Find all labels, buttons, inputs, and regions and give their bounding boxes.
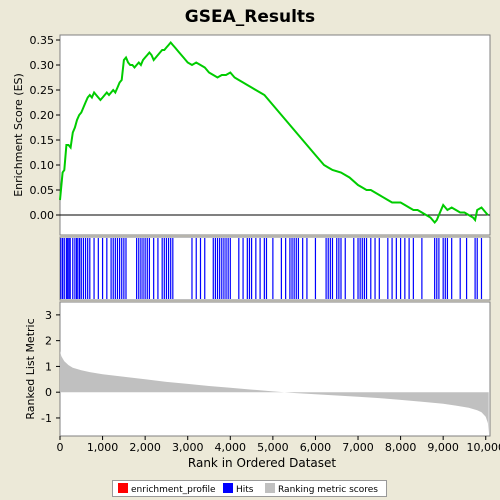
x-tick-label: 5,000 bbox=[257, 441, 289, 454]
legend-swatch-hits bbox=[223, 483, 233, 493]
x-tick-label: 6,000 bbox=[300, 441, 332, 454]
legend-item-enrichment: enrichment_profile bbox=[118, 483, 216, 495]
es-y-axis-label: Enrichment Score (ES) bbox=[12, 73, 25, 197]
hits-plot-area bbox=[59, 236, 491, 301]
metric-y-tick-label: -1 bbox=[41, 412, 52, 425]
x-tick-label: 4,000 bbox=[215, 441, 247, 454]
enrichment-plot-area bbox=[59, 34, 491, 236]
x-tick-label: 3,000 bbox=[172, 441, 204, 454]
es-y-tick-label: 0.35 bbox=[30, 34, 55, 47]
x-tick-label: 8,000 bbox=[385, 441, 417, 454]
legend-label-hits: Hits bbox=[236, 485, 254, 495]
chart-title: GSEA_Results bbox=[185, 7, 315, 27]
x-tick-label: 10,000 bbox=[466, 441, 500, 454]
legend-swatch-enrichment bbox=[118, 483, 128, 493]
metric-y-tick-label: 3 bbox=[45, 309, 52, 322]
es-y-tick-label: 0.05 bbox=[30, 184, 55, 197]
es-y-tick-label: 0.20 bbox=[30, 109, 55, 122]
legend-label-enrichment: enrichment_profile bbox=[131, 485, 216, 495]
metric-y-axis-label: Ranked List Metric bbox=[24, 318, 37, 419]
legend: enrichment_profile Hits Ranking metric s… bbox=[112, 480, 387, 497]
hit-marks bbox=[60, 238, 483, 299]
metric-y-axis: -1 0 1 2 3 bbox=[41, 309, 60, 425]
x-axis: 0 1,000 2,000 3,000 4,000 5,000 6,000 7,000 8,00… bbox=[57, 436, 500, 454]
es-y-tick-label: 0.10 bbox=[30, 159, 55, 172]
x-tick-label: 9,000 bbox=[427, 441, 459, 454]
es-y-tick-label: 0.15 bbox=[30, 134, 55, 147]
metric-y-tick-label: 1 bbox=[45, 360, 52, 373]
es-y-axis: 0.00 0.05 0.10 0.15 0.20 0.25 0.30 0.35 bbox=[30, 34, 60, 222]
legend-item-metric: Ranking metric scores bbox=[265, 483, 378, 495]
es-y-tick-label: 0.25 bbox=[30, 84, 55, 97]
enrichment-profile-line bbox=[59, 40, 489, 225]
metric-plot-area bbox=[59, 301, 491, 437]
legend-swatch-metric bbox=[265, 483, 275, 493]
legend-item-hits: Hits bbox=[223, 483, 254, 495]
x-axis-label: Rank in Ordered Dataset bbox=[188, 456, 336, 470]
legend-label-metric: Ranking metric scores bbox=[278, 485, 378, 495]
ranking-metric-area bbox=[60, 351, 489, 434]
x-tick-label: 2,000 bbox=[129, 441, 161, 454]
metric-y-tick-label: 0 bbox=[45, 386, 52, 399]
x-tick-label: 0 bbox=[57, 441, 64, 454]
x-tick-label: 7,000 bbox=[342, 441, 374, 454]
es-y-tick-label: 0.30 bbox=[30, 59, 55, 72]
es-y-tick-label: 0.00 bbox=[30, 209, 55, 222]
x-tick-label: 1,000 bbox=[87, 441, 119, 454]
metric-y-tick-label: 2 bbox=[45, 335, 52, 348]
